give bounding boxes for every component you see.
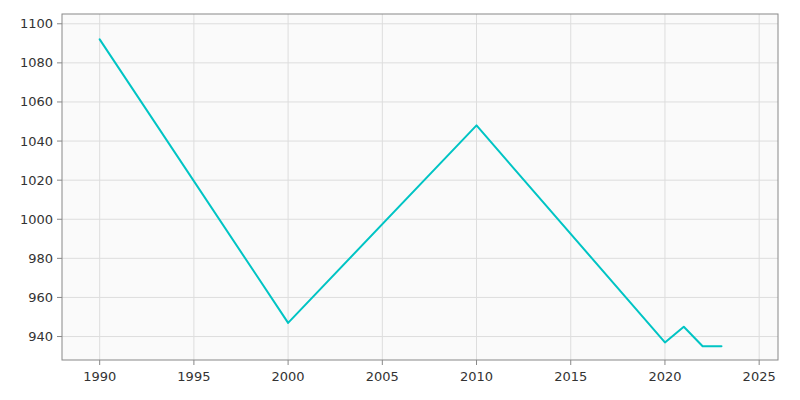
x-tick-label: 2005 <box>366 369 399 384</box>
y-grid-line <box>62 101 778 102</box>
y-grid-line <box>62 62 778 63</box>
x-tick <box>99 360 100 365</box>
data-layer <box>100 39 722 346</box>
plot-background <box>62 14 778 360</box>
x-tick-label: 1990 <box>83 369 116 384</box>
y-tick <box>57 297 62 298</box>
x-tick <box>664 360 665 365</box>
y-grid-line <box>62 141 778 142</box>
chart-svg: 1990 1995 2000 2005 2010 2015 2020 2025 940 960 98… <box>0 0 800 400</box>
x-grid-line <box>193 14 194 360</box>
y-tick <box>57 141 62 142</box>
x-grid-line <box>759 14 760 360</box>
x-tick <box>288 360 289 365</box>
x-grid-line <box>288 14 289 360</box>
data-line <box>100 39 722 346</box>
y-tick <box>57 219 62 220</box>
y-tick-label: 1080 <box>20 55 53 70</box>
x-tick <box>570 360 571 365</box>
y-tick <box>57 101 62 102</box>
x-tick <box>476 360 477 365</box>
axes: 1990 1995 2000 2005 2010 2015 2020 2025 940 960 98… <box>20 16 776 384</box>
y-tick <box>57 23 62 24</box>
y-tick <box>57 336 62 337</box>
x-grid-line <box>476 14 477 360</box>
y-tick-label: 980 <box>28 251 53 266</box>
x-grid-line <box>382 14 383 360</box>
x-tick <box>759 360 760 365</box>
x-tick <box>193 360 194 365</box>
x-grid-line <box>570 14 571 360</box>
x-tick-label: 1995 <box>177 369 210 384</box>
chart-container: 1990 1995 2000 2005 2010 2015 2020 2025 940 960 98… <box>0 0 800 400</box>
y-tick-label: 1060 <box>20 94 53 109</box>
y-grid-line <box>62 23 778 24</box>
y-grid-line <box>62 297 778 298</box>
y-grid-line <box>62 180 778 181</box>
y-tick-label: 960 <box>28 290 53 305</box>
y-grid-line <box>62 219 778 220</box>
y-tick-label: 1100 <box>20 16 53 31</box>
page: {"chart_data": {"type": "line", "x": [19… <box>0 0 800 400</box>
x-tick-label: 2010 <box>460 369 493 384</box>
y-tick <box>57 180 62 181</box>
y-tick <box>57 258 62 259</box>
y-tick <box>57 62 62 63</box>
y-grid-line <box>62 258 778 259</box>
x-tick-label: 2000 <box>272 369 305 384</box>
x-grid-line <box>664 14 665 360</box>
x-grid-line <box>99 14 100 360</box>
y-tick-label: 1020 <box>20 173 53 188</box>
grid <box>62 14 778 360</box>
y-tick-label: 940 <box>28 329 53 344</box>
y-tick-label: 1040 <box>20 134 53 149</box>
plot-frame <box>62 14 778 360</box>
y-tick-label: 1000 <box>20 212 53 227</box>
x-tick <box>382 360 383 365</box>
x-tick-label: 2025 <box>743 369 776 384</box>
x-tick-label: 2020 <box>648 369 681 384</box>
x-tick-label: 2015 <box>554 369 587 384</box>
